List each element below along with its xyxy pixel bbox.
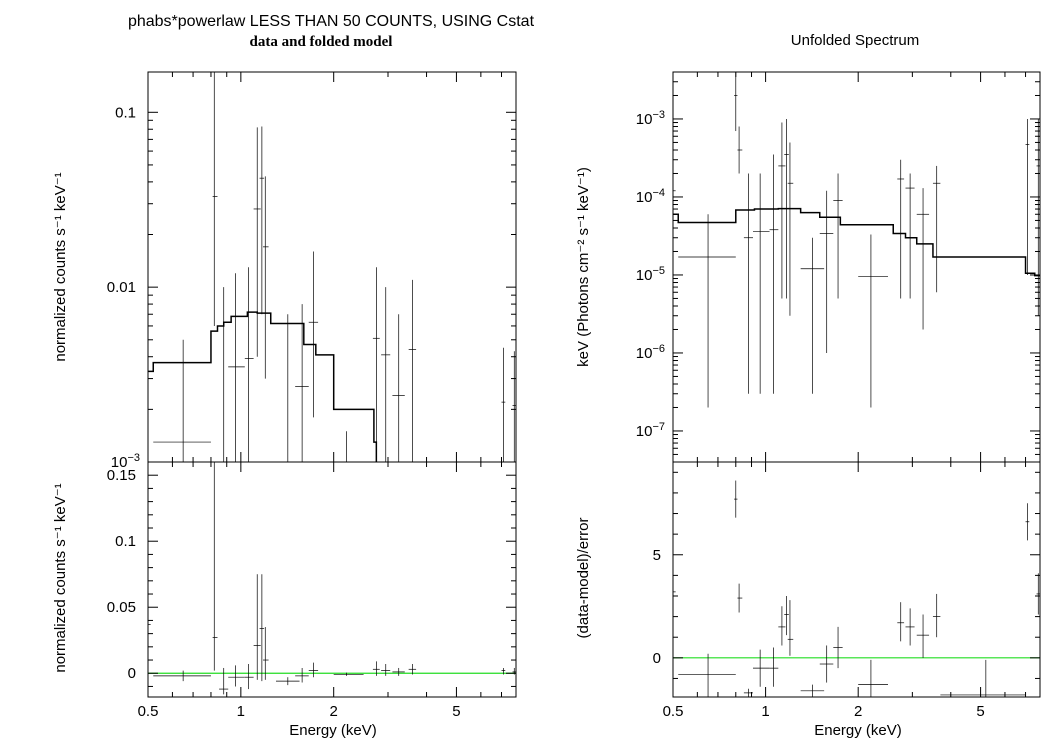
right-plot-title: Unfolded Spectrum [791, 32, 919, 49]
left-bottom-y-axis-label: normalized counts s⁻¹ keV⁻¹ [52, 483, 69, 672]
plot-frame [672, 71, 1041, 463]
y-tick-label: 5 [653, 547, 661, 564]
folded-model-panel: 0.1 0.01 10−3 [107, 71, 517, 471]
plot-frame [147, 71, 517, 463]
right-bottom-y-axis-label: (data-model)/error [575, 518, 592, 639]
model-step-line [148, 311, 378, 462]
right-x-axis-label: Energy (keV) [814, 722, 902, 739]
x-tick-label: 5 [976, 703, 984, 720]
y-tick-label: 10−3 [636, 109, 665, 128]
x-tick-label: 2 [854, 703, 862, 720]
x-tick-label: 1 [237, 703, 245, 720]
y-tick-label: 0.01 [107, 279, 136, 296]
left-plot-title: phabs*powerlaw LESS THAN 50 COUNTS, USIN… [128, 13, 535, 30]
right-top-y-axis-label: keV (Photons cm⁻² s⁻¹ keV⁻¹) [575, 167, 592, 367]
y-tick-label: 10−4 [636, 187, 665, 206]
unfolded-spectrum-panel: 10−3 10−4 10−5 10−6 10−7 [636, 71, 1041, 463]
model-step-line [673, 207, 1040, 277]
x-tick-label: 1 [761, 703, 769, 720]
y-tick-label: 0.1 [115, 533, 136, 550]
plot-frame [672, 461, 1041, 698]
y-tick-label: 0.1 [115, 104, 136, 121]
left-plot-subtitle: data and folded model [250, 34, 393, 50]
y-tick-label: 10−7 [636, 421, 665, 440]
y-tick-label: 10−3 [111, 452, 140, 471]
x-tick-label: 0.5 [138, 703, 159, 720]
x-tick-label: 2 [330, 703, 338, 720]
y-tick-label: 0 [128, 665, 136, 682]
counts-residual-panel: 0.5 1 2 5 0.15 0.1 0.05 0 [107, 461, 517, 720]
y-tick-label: 0.15 [107, 467, 136, 484]
left-top-y-axis-label: normalized counts s⁻¹ keV⁻¹ [52, 172, 69, 361]
y-tick-label: 0.05 [107, 599, 136, 616]
y-tick-label: 10−6 [636, 343, 665, 362]
sigma-residual-panel: 0.5 1 2 5 5 0 [653, 461, 1041, 720]
x-tick-label: 0.5 [663, 703, 684, 720]
y-tick-label: 0 [653, 650, 661, 667]
left-x-axis-label: Energy (keV) [289, 722, 377, 739]
plot-frame [147, 461, 517, 698]
y-tick-label: 10−5 [636, 265, 665, 284]
x-tick-label: 5 [452, 703, 460, 720]
